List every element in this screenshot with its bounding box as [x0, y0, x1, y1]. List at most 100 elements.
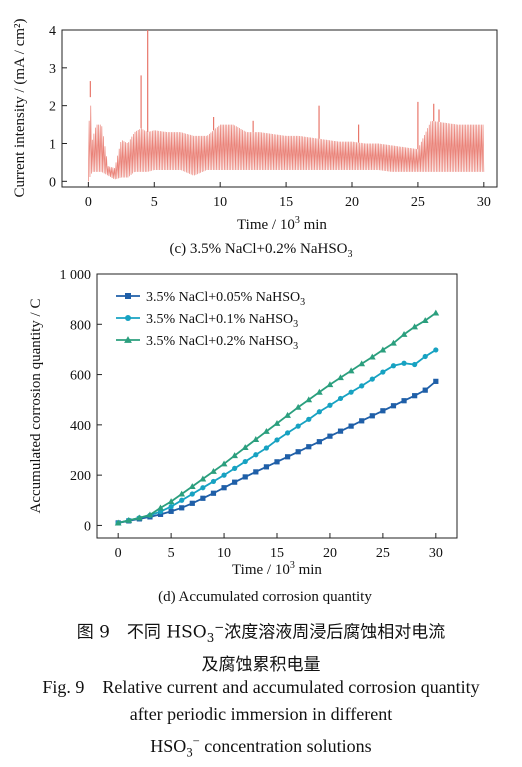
- y-tick-label-c: 4: [49, 24, 56, 39]
- legend-marker-1: [125, 293, 131, 299]
- caption-en-line1: Fig. 9 Relative current and accumulated …: [42, 677, 480, 697]
- x-tick-label-d: 5: [168, 546, 175, 561]
- series-3-point: [252, 436, 260, 442]
- series-3-point: [294, 403, 302, 410]
- series-3-point: [390, 339, 397, 346]
- y-axis-ticks-d: 0 200 400 600 800 1 000: [60, 268, 102, 534]
- series-2-point: [306, 416, 312, 422]
- y-tick-label-d: 0: [84, 519, 91, 534]
- series-2-point: [433, 347, 439, 353]
- caption-en-line3: HSO3− concentration solutions: [150, 734, 372, 760]
- series-1-point: [274, 459, 280, 465]
- legend-marker-2: [125, 315, 131, 321]
- x-tick-label-c: 30: [477, 195, 491, 210]
- series-2-point: [274, 437, 280, 443]
- series-2-point: [348, 389, 354, 395]
- series-3-point: [178, 490, 186, 497]
- x-tick-label-c: 15: [279, 195, 293, 210]
- series-1-point: [157, 511, 164, 517]
- y-axis-label-d: Accumulated corrosion quantity / C: [28, 299, 44, 514]
- corrosion-series: [114, 309, 440, 526]
- series-3-point: [379, 346, 387, 353]
- series-3-point: [157, 504, 164, 511]
- series-3-point: [305, 396, 313, 403]
- x-tick-label-d: 30: [429, 546, 443, 561]
- legend-label-1: 3.5% NaCl+0.05% NaHSO3: [146, 290, 305, 308]
- series-2-point: [295, 423, 301, 429]
- series-1-point: [221, 485, 227, 491]
- series-2-point: [359, 383, 365, 389]
- series-1-point: [200, 495, 206, 501]
- series-3-point: [421, 317, 429, 324]
- series-1-point: [189, 500, 195, 506]
- series-3-point: [210, 467, 217, 474]
- series-3-point: [337, 374, 344, 381]
- series-3-point: [284, 411, 291, 418]
- series-1-point: [422, 387, 428, 393]
- x-tick-label-d: 10: [217, 546, 231, 561]
- series-1-point: [412, 393, 418, 399]
- x-axis-label-c: Time / 103 min: [237, 215, 327, 233]
- y-tick-label-c: 3: [49, 62, 56, 77]
- figure-caption-cn: 图 9 不同 HSO3−浓度溶液周浸后腐蚀相对电流 及腐蚀累积电量: [0, 614, 522, 679]
- series-3-point: [347, 367, 355, 374]
- series-2-point: [422, 353, 428, 360]
- y-tick-label-d: 400: [70, 419, 91, 434]
- series-2-point: [189, 491, 195, 497]
- series-1-point: [210, 490, 217, 496]
- legend-label-3: 3.5% NaCl+0.2% NaHSO3: [146, 334, 298, 352]
- series-1-point: [232, 479, 238, 485]
- series-3-point: [135, 514, 143, 521]
- series-1-point: [369, 413, 375, 419]
- x-tick-label-d: 15: [270, 546, 284, 561]
- y-tick-label-c: 1: [49, 137, 56, 152]
- y-tick-label-d: 200: [70, 469, 91, 484]
- subfigure-caption-d: (d) Accumulated corrosion quantity: [158, 589, 372, 605]
- series-1-point: [316, 439, 322, 445]
- caption-en-line2: after periodic immersion in different: [129, 704, 393, 724]
- series-3-point: [326, 381, 334, 388]
- x-tick-label-c: 5: [151, 195, 158, 210]
- accumulated-corrosion-chart: 0 200 400 600 800 1 000 0 5 10 15 20 25 30 3.5% NaC…: [28, 268, 458, 605]
- series-2-point: [380, 369, 386, 375]
- x-axis-ticks-c: 0 5 10 15 20 25 30: [85, 182, 491, 210]
- series-2-point: [369, 376, 375, 382]
- series-2-point: [316, 409, 322, 415]
- current-intensity-chart: 0 1 2 3 4 0 5 10 15 20 25 30 Current intensity / (…: [12, 18, 498, 260]
- y-tick-label-d: 600: [70, 369, 91, 384]
- series-line-1: [118, 380, 437, 524]
- caption-cn-line1: 图 9 不同 HSO3−浓度溶液周浸后腐蚀相对电流: [76, 620, 446, 646]
- series-3-point: [400, 330, 408, 337]
- series-3-point: [188, 483, 196, 489]
- series-2-point: [253, 452, 259, 458]
- series-2-point: [337, 395, 344, 402]
- series-3-point: [220, 460, 228, 467]
- series-1-point: [359, 418, 365, 424]
- series-3-point: [125, 517, 133, 523]
- series-1-point: [253, 469, 259, 475]
- series-1-point: [284, 454, 291, 460]
- series-3-point: [273, 419, 281, 426]
- series-1-point: [433, 378, 439, 384]
- caption-cn-line2: 及腐蚀累积电量: [201, 655, 321, 676]
- x-tick-label-d: 25: [376, 546, 390, 561]
- legend-marker-3: [124, 336, 132, 343]
- series-1-point: [327, 433, 333, 439]
- series-2-point: [263, 445, 270, 451]
- series-3-point: [263, 428, 270, 434]
- x-tick-label-c: 20: [345, 195, 359, 210]
- series-3-point: [358, 360, 366, 367]
- series-3-point: [368, 353, 376, 360]
- series-2-point: [390, 363, 397, 369]
- series-2-point: [401, 360, 407, 366]
- series-1-point: [337, 428, 344, 434]
- series-2-point: [232, 465, 238, 471]
- series-2-point: [242, 458, 248, 465]
- series-3-point: [199, 475, 207, 482]
- series-2-point: [210, 478, 217, 485]
- series-3-point: [114, 519, 122, 526]
- y-axis-ticks-c: 0 1 2 3 4: [49, 24, 67, 190]
- legend-label-2: 3.5% NaCl+0.1% NaHSO3: [146, 312, 298, 330]
- series-3-point: [146, 511, 154, 518]
- series-3-point: [411, 323, 419, 330]
